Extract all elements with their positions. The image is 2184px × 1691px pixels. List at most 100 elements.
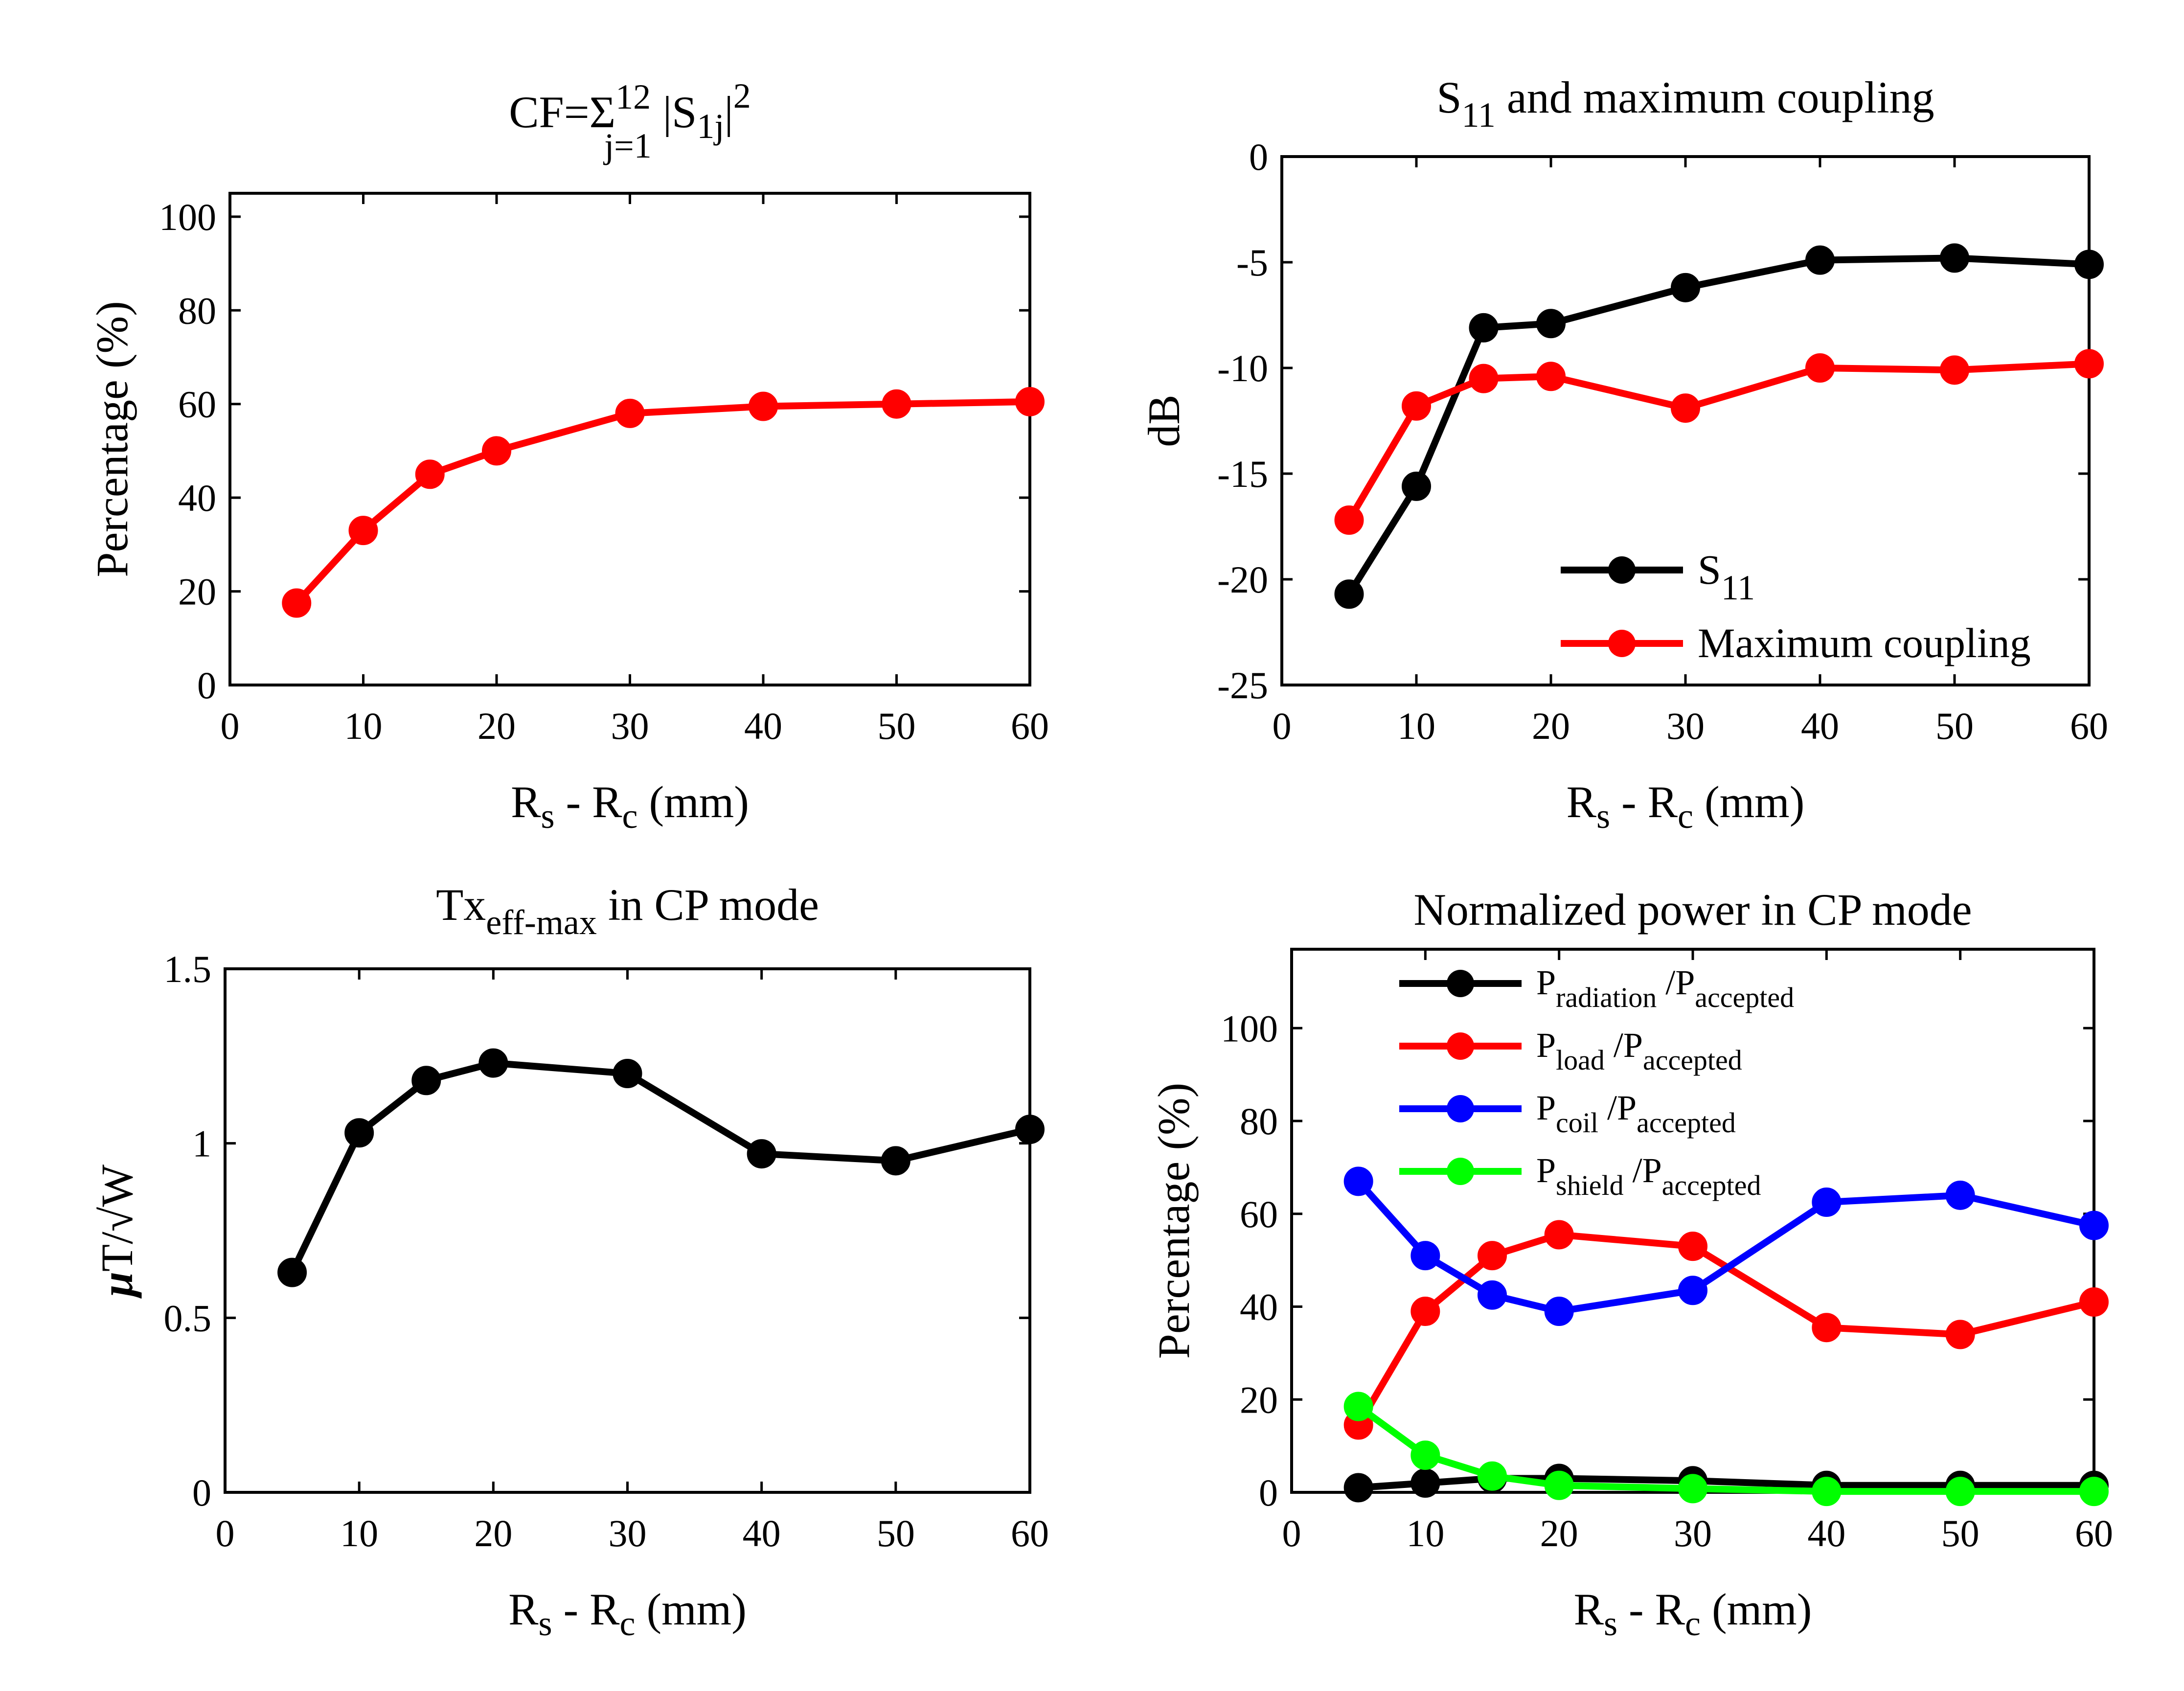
tx-series-line (289, 1059, 1031, 1274)
cf-axes: 0 10 20 30 40 50 60 0 20 40 60 80 100 Rs - Rc (mm) (159, 192, 1049, 836)
power-axes: 0 10 20 30 40 50 60 0 20 40 60 80 100 Rs - Rc (mm) (1221, 948, 2113, 1643)
cf-data-point (482, 436, 511, 466)
power-xlabel: Rs - Rc (mm) (1574, 1584, 1812, 1643)
s11-xtick-label: 40 (1801, 705, 1839, 747)
s11-legend: S11 Maximum coupling (1561, 546, 2031, 666)
cf-title: CF=Σ12 j=1 |S1j|2 (509, 76, 751, 165)
cf-ytick-label: 40 (178, 477, 216, 519)
tx-xtick-label: 60 (1011, 1512, 1049, 1554)
s11-data-point (1402, 391, 1431, 421)
power-data-point (1343, 1392, 1373, 1421)
s11-data-point (1671, 273, 1700, 302)
s11-data-point (1334, 579, 1364, 609)
power-data-point (1945, 1320, 1975, 1349)
power-series-line (1355, 1231, 2095, 1427)
s11-series-line (1346, 254, 2090, 596)
power-legend-marker (1447, 1032, 1474, 1060)
cf-xtick-label: 60 (1011, 705, 1049, 747)
cf-xlabel: Rs - Rc (mm) (511, 777, 749, 836)
power-ytick-label: 100 (1221, 1007, 1278, 1050)
power-ytick-label: 0 (1259, 1471, 1278, 1514)
power-legend-label: Pload /Paccepted (1536, 1026, 1742, 1076)
power-data-point (1478, 1461, 1507, 1491)
power-legend-label: Pshield /Paccepted (1536, 1151, 1761, 1201)
cf-ytick-label: 0 (197, 664, 216, 707)
s11-xtick-label: 30 (1666, 705, 1705, 747)
power-data-point (1343, 1166, 1373, 1196)
tx-title: Txeff-max in CP mode (436, 880, 819, 942)
tx-data-point (411, 1066, 441, 1096)
tx-data-point (277, 1257, 307, 1287)
power-xtick-label: 20 (1540, 1512, 1578, 1554)
power-data-point (1410, 1440, 1440, 1470)
tx-ytick-label: 1.5 (164, 948, 212, 990)
s11-data-point (2074, 349, 2104, 379)
s11-data-point (1805, 353, 1835, 383)
cf-data-point (615, 398, 645, 428)
tx-series-0 (277, 1048, 1045, 1287)
cf-ytick-label: 20 (178, 571, 216, 613)
s11-legend-label: Maximum coupling (1698, 619, 2031, 666)
s11-legend-label: S11 (1698, 546, 1755, 607)
power-data-point (1343, 1473, 1373, 1503)
power-ytick-label: 60 (1240, 1193, 1278, 1235)
tx-data-point (747, 1139, 776, 1169)
s11-data-point (1536, 362, 1566, 391)
power-data-point (1544, 1220, 1574, 1250)
power-data-point (2079, 1477, 2109, 1507)
power-xtick-label: 60 (2075, 1512, 2113, 1554)
power-data-point (1544, 1470, 1574, 1500)
power-ytick-label: 80 (1240, 1100, 1278, 1143)
s11-data-point (2074, 250, 2104, 279)
tx-ytick-label: 0 (192, 1471, 211, 1514)
power-data-point (1945, 1477, 1975, 1507)
cf-ytick-label: 100 (159, 196, 216, 238)
s11-xtick-label: 60 (2070, 705, 2108, 747)
power-xtick-label: 40 (1807, 1512, 1845, 1554)
power-legend: Pradiation /Paccepted Pload /Paccepted Pco… (1399, 963, 1794, 1201)
cf-series-0 (282, 387, 1045, 618)
cf-xtick-label: 50 (878, 705, 916, 747)
cf-ytick-label: 60 (178, 383, 216, 426)
cf-ylabel: Percentage (%) (87, 301, 137, 577)
s11-xlabel: Rs - Rc (mm) (1567, 777, 1805, 836)
cf-xtick-label: 30 (611, 705, 649, 747)
power-data-point (1678, 1276, 1707, 1305)
power-data-point (1812, 1313, 1842, 1343)
power-data-point (1478, 1241, 1507, 1271)
cf-xtick-label: 10 (344, 705, 383, 747)
power-legend-marker (1447, 970, 1474, 997)
s11-ytick-label: -25 (1217, 664, 1268, 707)
power-data-point (2079, 1211, 2109, 1240)
s11-series-0 (1334, 243, 2104, 609)
cf-data-point (415, 459, 445, 489)
tx-data-point (344, 1118, 374, 1148)
cf-series-line (294, 398, 1030, 606)
power-ytick-label: 20 (1240, 1378, 1278, 1421)
s11-ytick-label: -5 (1236, 241, 1268, 284)
power-series-1 (1343, 1220, 2109, 1440)
power-plot-frame (1290, 948, 2095, 1494)
s11-legend-marker (1608, 630, 1636, 657)
power-xtick-label: 10 (1406, 1512, 1444, 1554)
power-xtick-label: 0 (1282, 1512, 1301, 1554)
cf-data-point (1015, 387, 1045, 416)
power-series-0 (1343, 1463, 2109, 1503)
tx-data-point (478, 1048, 508, 1078)
tx-data-point (881, 1146, 910, 1176)
s11-data-point (1671, 393, 1700, 423)
power-legend-marker (1447, 1095, 1474, 1122)
cf-data-point (348, 516, 378, 546)
tx-data-point (1015, 1115, 1045, 1144)
power-legend-label: Pcoil /Paccepted (1536, 1088, 1736, 1139)
cf-ytick-label: 80 (178, 289, 216, 332)
tx-ytick-label: 1 (192, 1122, 211, 1165)
power-data-point (1410, 1468, 1440, 1498)
power-data-point (1812, 1477, 1842, 1507)
power-legend-label: Pradiation /Paccepted (1536, 963, 1794, 1013)
power-data-point (1410, 1297, 1440, 1326)
power-data-point (1478, 1280, 1507, 1310)
power-title: Normalized power in CP mode (1413, 885, 1972, 935)
power-legend-marker (1447, 1158, 1474, 1185)
tx-axes: 0 10 20 30 40 50 60 0 0.5 1 1.5 Rs - Rc (mm) (164, 948, 1049, 1643)
